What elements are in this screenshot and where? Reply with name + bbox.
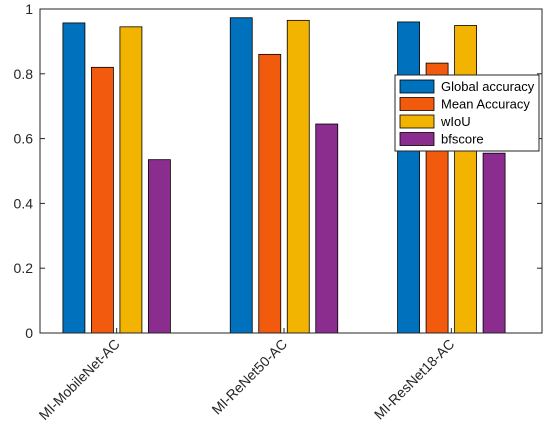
bar-mean-accuracy [258, 53, 282, 334]
bar-wiou [119, 26, 143, 334]
plot-area-border [39, 8, 543, 334]
bar-bfscore [315, 123, 339, 334]
bar-wiou [286, 19, 310, 334]
legend-entry-label: Global accuracy [441, 79, 535, 94]
legend-swatch [399, 79, 435, 94]
y-tick-label: 0.4 [14, 195, 34, 211]
bar-global-accuracy [62, 22, 86, 334]
legend: Global accuracy Mean Accuracy wIoU bfscore [394, 74, 540, 152]
bar-global-accuracy [229, 17, 253, 334]
legend-entry-label: wIoU [440, 114, 471, 129]
bars-group [62, 17, 506, 334]
y-tick-label: 0.2 [14, 260, 34, 276]
y-tick-label: 0 [25, 325, 33, 341]
x-tick-label: MI-ResNet18-AC [371, 336, 458, 423]
x-tick-label: MI-MobileNet-AC [36, 336, 123, 423]
y-tick-label: 0.8 [14, 66, 34, 82]
bar-bfscore [148, 159, 171, 334]
legend-entry-label: Mean Accuracy [441, 97, 530, 112]
bar-bfscore [482, 152, 506, 334]
bar-global-accuracy [397, 21, 420, 334]
bar-mean-accuracy [91, 66, 114, 334]
x-tick-label: MI-ReNet50-AC [208, 336, 290, 418]
legend-swatch [399, 97, 435, 111]
y-tick-label: 0.6 [14, 131, 34, 147]
bar-wiou [454, 25, 477, 334]
legend-swatch [399, 132, 435, 146]
y-axis: 0 0.2 0.4 0.6 0.8 1 [14, 1, 542, 341]
legend-swatch [399, 114, 435, 129]
y-tick-label: 1 [25, 1, 33, 17]
x-axis: MI-MobileNet-AC MI-ReNet50-AC MI-ResNet18-… [36, 328, 458, 423]
legend-entry-label: bfscore [441, 132, 484, 147]
